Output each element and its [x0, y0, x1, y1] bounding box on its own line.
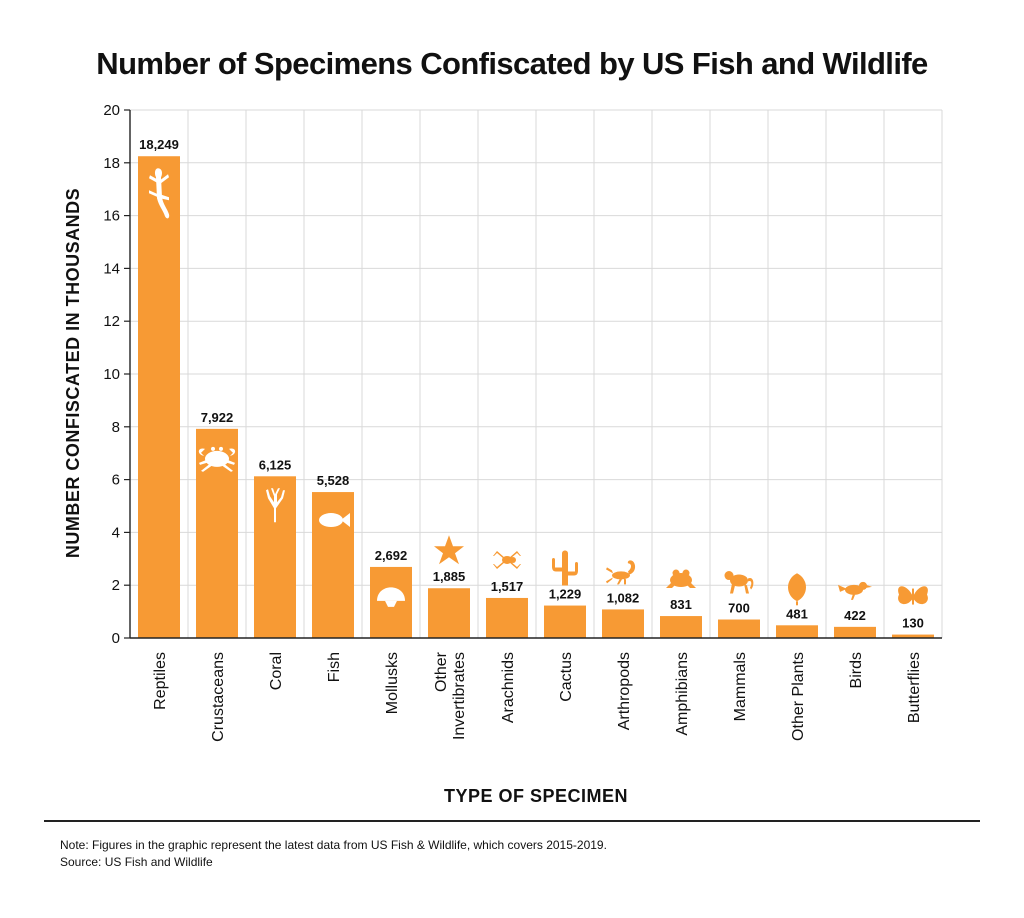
category-label: Fish	[326, 652, 343, 682]
footer-divider	[44, 820, 980, 822]
bar	[718, 619, 760, 638]
value-labels: 18,249 7,922 6,125 5,528 2,692 1,885 1,517 1,22…	[139, 137, 924, 630]
shell-icon	[377, 587, 405, 607]
bar	[776, 625, 818, 638]
lizard-icon	[149, 168, 170, 219]
fish-icon	[319, 513, 350, 528]
icons	[149, 168, 928, 607]
category-label: Crustaceans	[210, 652, 227, 742]
bar	[138, 156, 180, 639]
value-label: 422	[844, 608, 866, 623]
gridlines	[130, 109, 943, 639]
bar	[892, 634, 934, 638]
value-label: 18,249	[139, 137, 179, 152]
category-label: Cactus	[558, 652, 575, 702]
value-label: 700	[728, 601, 750, 616]
crab-icon	[198, 446, 236, 472]
value-label: 1,229	[549, 587, 582, 602]
coral-icon	[266, 488, 285, 523]
category-label: Arthropods	[616, 652, 633, 730]
monkey-icon	[724, 571, 754, 594]
category-label: Amphibians	[674, 652, 691, 736]
category-label: Other Plants	[790, 652, 807, 741]
bar	[544, 605, 586, 638]
chart-title: Number of Specimens Confiscated by US Fi…	[96, 46, 928, 81]
category-label: Birds	[848, 652, 865, 688]
value-label: 2,692	[375, 548, 408, 563]
value-label: 6,125	[259, 457, 292, 472]
bars	[138, 156, 934, 639]
value-label: 1,082	[607, 590, 640, 605]
cactus-icon	[552, 550, 578, 586]
y-tick-label: 18	[103, 155, 120, 172]
y-tick-label: 8	[112, 419, 120, 436]
category-label: Mollusks	[384, 652, 401, 714]
value-label: 130	[902, 616, 924, 631]
bar	[428, 588, 470, 638]
footer-source: Source: US Fish and Wildlife	[60, 855, 213, 869]
spider-icon	[493, 550, 521, 569]
category-label: Butterflies	[906, 652, 923, 723]
value-label: 481	[786, 606, 808, 621]
y-tick-label: 14	[103, 260, 120, 277]
y-tick-label: 16	[103, 208, 120, 225]
scorpion-icon	[606, 560, 636, 585]
value-label: 1,517	[491, 579, 524, 594]
bar	[660, 616, 702, 638]
bar	[486, 597, 528, 638]
value-label: 5,528	[317, 473, 350, 488]
value-label: 831	[670, 597, 692, 612]
category-label: Invertibrates	[451, 652, 468, 740]
category-label: Other	[433, 651, 450, 692]
bar	[602, 609, 644, 638]
value-label: 1,885	[433, 569, 466, 584]
category-label: Coral	[268, 652, 285, 690]
axes: 0 2 4 6 8 10 12 14 16 18 20 Reptiles Crustaceans Cora…	[103, 102, 942, 742]
y-tick-label: 2	[112, 577, 120, 594]
starfish-icon	[434, 535, 464, 565]
category-label: Arachnids	[500, 652, 517, 723]
bird-icon	[838, 581, 872, 600]
y-tick-label: 12	[103, 313, 120, 330]
y-axis-title: NUMBER CONFISCATED IN THOUSANDS	[63, 188, 83, 558]
x-axis-title: TYPE OF SPECIMEN	[444, 786, 628, 806]
leaf-icon	[788, 573, 806, 606]
frog-icon	[666, 569, 696, 589]
y-tick-label: 20	[103, 102, 120, 119]
y-tick-label: 0	[112, 630, 120, 647]
category-label: Reptiles	[152, 652, 169, 710]
bar	[834, 626, 876, 638]
category-label: Mammals	[732, 652, 749, 721]
y-tick-label: 6	[112, 472, 120, 489]
butterfly-icon	[898, 586, 928, 605]
y-tick-label: 4	[112, 524, 120, 541]
footer-note: Note: Figures in the graphic represent t…	[60, 838, 607, 852]
value-label: 7,922	[201, 410, 234, 425]
y-tick-label: 10	[103, 366, 120, 383]
